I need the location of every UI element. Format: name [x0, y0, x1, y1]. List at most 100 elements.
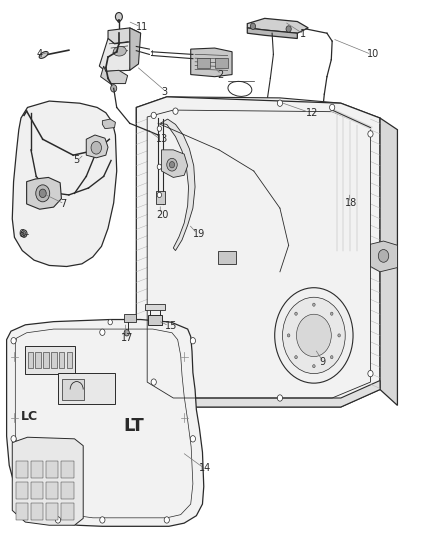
Circle shape — [157, 126, 162, 131]
Text: 15: 15 — [165, 321, 177, 331]
Bar — [61, 461, 74, 478]
Bar — [46, 503, 58, 520]
Circle shape — [295, 312, 297, 316]
Polygon shape — [371, 241, 397, 272]
Circle shape — [151, 379, 156, 385]
Circle shape — [330, 356, 333, 359]
Text: 7: 7 — [60, 199, 67, 209]
Circle shape — [277, 395, 283, 401]
Bar — [16, 461, 28, 478]
Circle shape — [173, 108, 178, 114]
Text: 11: 11 — [136, 22, 148, 32]
Bar — [46, 482, 58, 499]
Polygon shape — [130, 28, 141, 70]
Circle shape — [251, 23, 255, 29]
Circle shape — [39, 189, 46, 198]
Text: 10: 10 — [367, 50, 379, 59]
Circle shape — [36, 185, 49, 202]
Text: 4: 4 — [36, 50, 42, 59]
Circle shape — [190, 337, 195, 344]
Bar — [218, 251, 236, 264]
Bar — [215, 58, 228, 68]
Polygon shape — [108, 28, 141, 44]
Bar — [16, 482, 28, 499]
Text: 20: 20 — [156, 209, 168, 220]
Polygon shape — [99, 38, 136, 71]
Circle shape — [157, 164, 162, 169]
Bar — [31, 461, 43, 478]
Circle shape — [275, 288, 353, 383]
Text: 3: 3 — [162, 86, 168, 96]
Text: LC: LC — [21, 409, 38, 423]
Circle shape — [320, 108, 325, 114]
Text: 2: 2 — [217, 70, 223, 79]
Polygon shape — [162, 150, 187, 177]
Circle shape — [283, 297, 345, 374]
Circle shape — [338, 334, 340, 337]
Polygon shape — [247, 28, 297, 38]
Bar — [25, 346, 75, 374]
Bar — [197, 58, 210, 68]
Bar — [61, 482, 74, 499]
Bar — [31, 503, 43, 520]
Bar — [59, 352, 64, 368]
Circle shape — [124, 329, 129, 336]
Text: 19: 19 — [193, 229, 205, 239]
Bar — [43, 352, 49, 368]
Circle shape — [329, 104, 335, 111]
Polygon shape — [102, 119, 116, 128]
Circle shape — [287, 334, 290, 337]
Text: 12: 12 — [306, 108, 318, 118]
Circle shape — [313, 303, 315, 306]
Circle shape — [368, 370, 373, 377]
Polygon shape — [12, 101, 117, 266]
Ellipse shape — [113, 46, 126, 56]
Bar — [148, 316, 162, 325]
Circle shape — [277, 100, 283, 107]
Circle shape — [100, 329, 105, 335]
Circle shape — [22, 231, 26, 236]
Text: 18: 18 — [345, 198, 357, 208]
Bar — [16, 503, 28, 520]
Bar — [61, 503, 74, 520]
Polygon shape — [101, 66, 127, 84]
Bar — [124, 314, 136, 322]
Circle shape — [11, 435, 16, 442]
Text: 6: 6 — [18, 229, 24, 239]
Polygon shape — [86, 135, 108, 158]
Bar — [51, 352, 57, 368]
Polygon shape — [191, 48, 232, 77]
Circle shape — [11, 337, 16, 344]
Polygon shape — [12, 437, 83, 525]
Text: 9: 9 — [319, 357, 325, 367]
Circle shape — [190, 435, 195, 442]
Circle shape — [157, 192, 162, 198]
Text: 17: 17 — [121, 333, 134, 343]
Polygon shape — [136, 97, 380, 407]
Circle shape — [111, 85, 117, 92]
Bar — [67, 352, 72, 368]
Circle shape — [151, 112, 156, 118]
Polygon shape — [7, 319, 204, 526]
Circle shape — [368, 131, 373, 137]
Text: 14: 14 — [199, 463, 212, 473]
Circle shape — [21, 230, 27, 237]
Circle shape — [378, 249, 389, 262]
Bar — [28, 352, 33, 368]
Circle shape — [91, 141, 102, 154]
Text: 5: 5 — [73, 156, 79, 165]
Text: 13: 13 — [156, 134, 168, 144]
Circle shape — [55, 517, 60, 523]
Circle shape — [313, 365, 315, 368]
Polygon shape — [247, 18, 308, 33]
Circle shape — [295, 356, 297, 359]
Circle shape — [330, 312, 333, 316]
Text: 1: 1 — [300, 29, 306, 39]
Bar — [35, 352, 41, 368]
Circle shape — [297, 314, 331, 357]
Ellipse shape — [228, 82, 252, 96]
Bar — [62, 379, 84, 400]
Text: LT: LT — [123, 417, 144, 434]
Circle shape — [100, 517, 105, 523]
Circle shape — [164, 517, 170, 523]
